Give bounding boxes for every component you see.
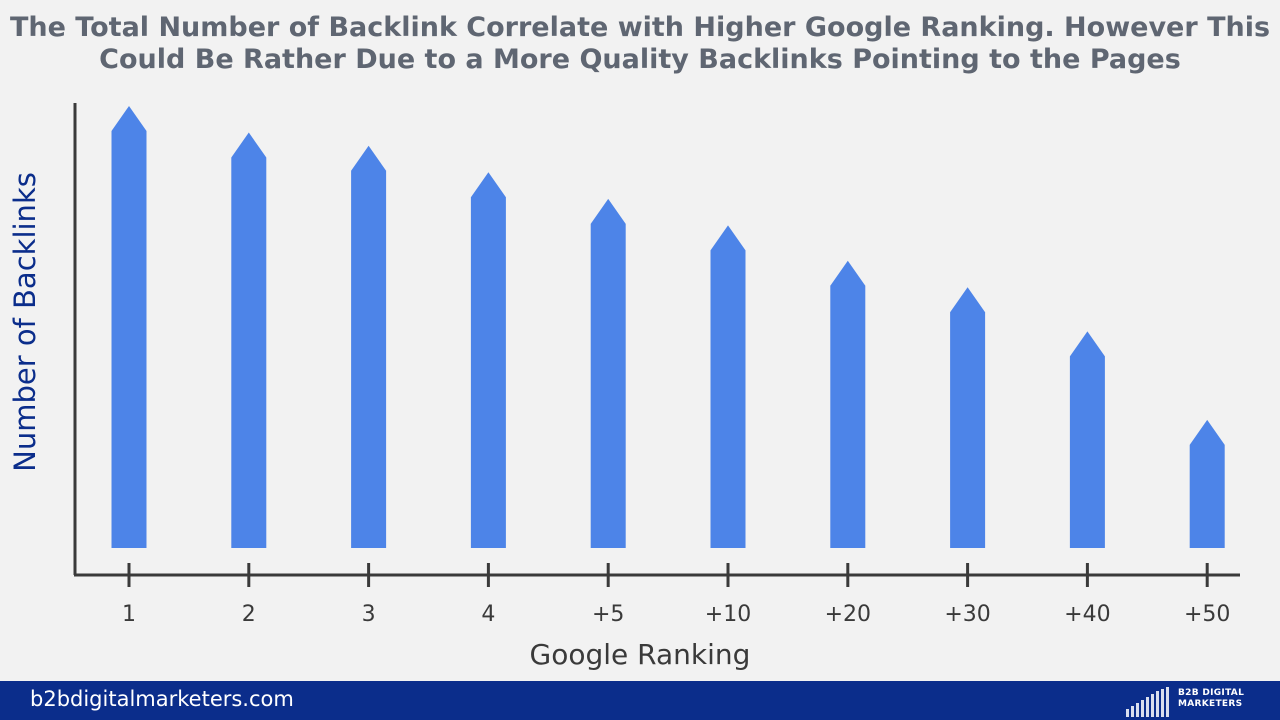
bar-5 bbox=[590, 198, 626, 548]
x-tick-label-10: +50 bbox=[1184, 602, 1230, 627]
x-tick-label-1: 1 bbox=[122, 602, 136, 627]
bar-7 bbox=[830, 260, 866, 548]
chart-title: The Total Number of Backlink Correlate w… bbox=[0, 12, 1280, 76]
x-tick-label-3: 3 bbox=[362, 602, 376, 627]
bar-8 bbox=[950, 287, 986, 548]
footer-bar: b2bdigitalmarketers.com B2B DIGITAL MARK… bbox=[0, 681, 1280, 720]
brand-logo: B2B DIGITAL MARKETERS bbox=[1124, 685, 1274, 717]
bar-3 bbox=[351, 145, 387, 548]
bar-2 bbox=[231, 132, 267, 548]
logo-line-1: B2B DIGITAL bbox=[1178, 688, 1245, 698]
bar-chart: 1 2 3 4 +5 +10 +20 +30 +40 +50 Google Ranking Num… bbox=[8, 103, 1240, 671]
x-axis-label: Google Ranking bbox=[530, 638, 751, 671]
x-tick-label-4: 4 bbox=[481, 602, 495, 627]
x-tick-label-8: +30 bbox=[944, 602, 990, 627]
bar-1 bbox=[111, 106, 147, 548]
chart-title-line-2: Could Be Rather Due to a More Quality Ba… bbox=[99, 44, 1181, 75]
bar-9 bbox=[1069, 331, 1105, 548]
bar-10 bbox=[1189, 419, 1225, 548]
footer-site-url[interactable]: b2bdigitalmarketers.com bbox=[30, 687, 294, 711]
x-tick-label-6: +10 bbox=[705, 602, 751, 627]
x-tick-label-2: 2 bbox=[242, 602, 256, 627]
bar-chart-logo-icon bbox=[1126, 687, 1169, 717]
y-axis-label: Number of Backlinks bbox=[8, 172, 42, 472]
bars-group bbox=[111, 106, 1225, 549]
x-tick-label-7: +20 bbox=[825, 602, 871, 627]
bar-6 bbox=[710, 225, 746, 548]
bar-4 bbox=[470, 172, 506, 549]
chart-title-line-1: The Total Number of Backlink Correlate w… bbox=[9, 12, 1271, 43]
logo-line-2: MARKETERS bbox=[1178, 699, 1243, 709]
x-tick-label-9: +40 bbox=[1064, 602, 1110, 627]
x-ticks-group: 1 2 3 4 +5 +10 +20 +30 +40 +50 bbox=[122, 563, 1230, 627]
logo-wordmark: B2B DIGITAL MARKETERS bbox=[1178, 688, 1244, 710]
x-tick-label-5: +5 bbox=[592, 602, 624, 627]
